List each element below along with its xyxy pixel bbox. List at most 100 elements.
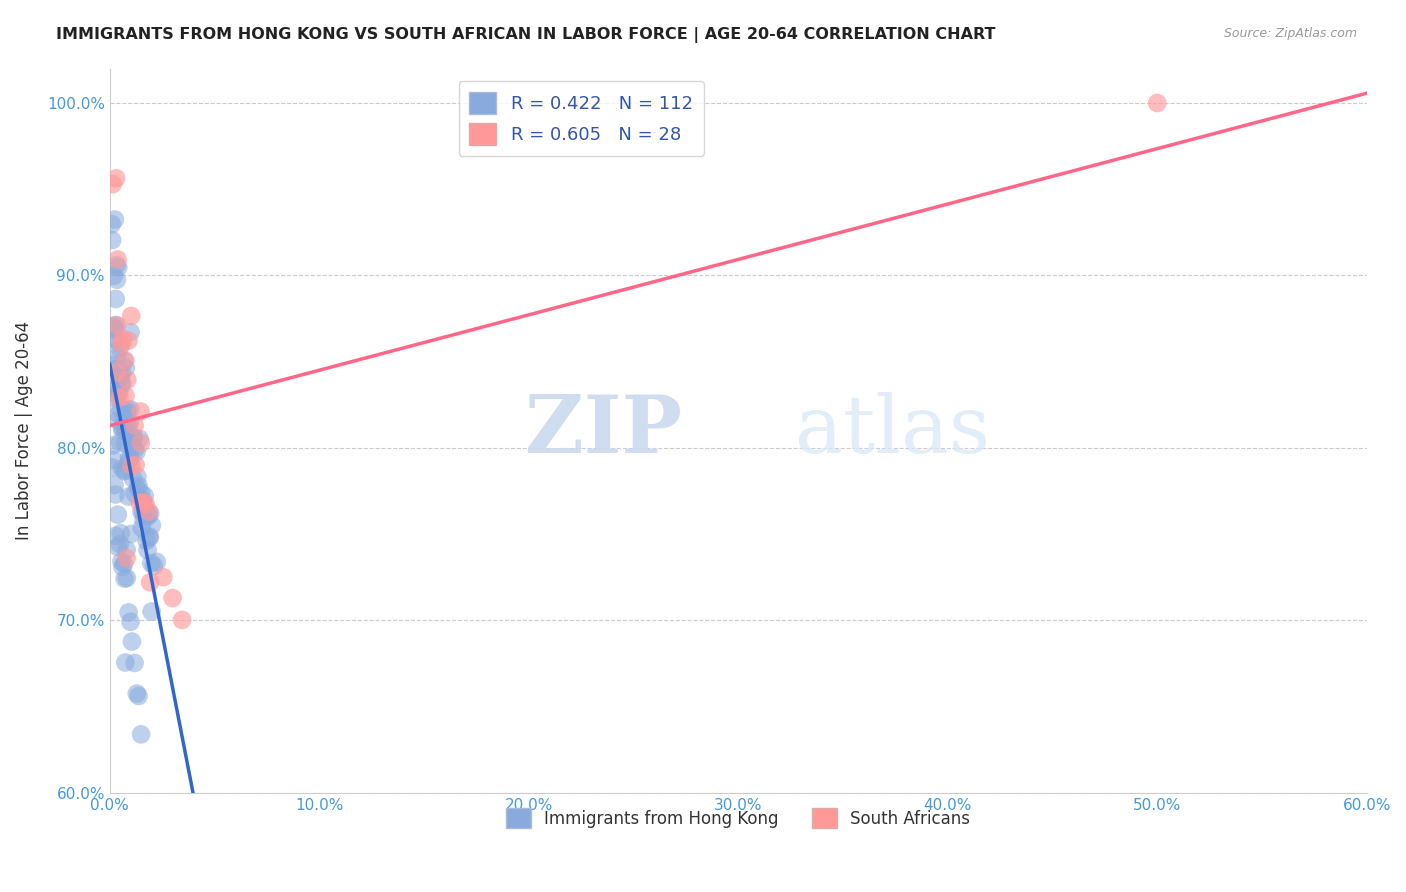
Point [110,554,132,568]
Point [129,485,152,500]
Point [105,318,128,333]
Point [115,551,138,566]
Point [108,336,131,351]
Point [111,461,134,475]
Point [111,376,134,391]
Point [112,354,135,368]
Point [108,537,131,551]
Point [107,408,129,422]
Point [152,570,174,584]
Point [1146,95,1168,110]
Point [107,260,129,275]
Point [115,571,138,585]
Point [146,555,169,569]
Point [118,455,141,469]
Point [118,418,141,433]
Point [124,656,146,670]
Point [120,434,142,448]
Text: Source: ZipAtlas.com: Source: ZipAtlas.com [1223,27,1357,40]
Point [138,505,160,519]
Point [107,540,129,554]
Point [111,423,134,437]
Point [105,171,128,186]
Point [117,490,139,504]
Point [121,440,143,454]
Point [120,402,142,417]
Point [110,337,132,351]
Point [112,411,135,425]
Point [132,495,155,509]
Point [114,425,136,439]
Legend: Immigrants from Hong Kong, South Africans: Immigrants from Hong Kong, South African… [499,801,977,835]
Point [138,531,160,545]
Point [114,436,136,450]
Point [115,361,138,376]
Point [112,557,135,571]
Point [117,606,139,620]
Point [129,436,152,450]
Point [131,521,153,535]
Point [101,358,124,372]
Point [143,559,166,574]
Point [105,333,128,347]
Point [108,391,131,405]
Point [104,391,127,405]
Point [107,252,129,267]
Point [105,351,128,365]
Point [114,404,136,418]
Point [114,572,136,586]
Point [114,464,136,478]
Point [103,383,125,397]
Point [110,369,132,384]
Text: IMMIGRANTS FROM HONG KONG VS SOUTH AFRICAN IN LABOR FORCE | AGE 20-64 CORRELATIO: IMMIGRANTS FROM HONG KONG VS SOUTH AFRIC… [56,27,995,43]
Point [114,656,136,670]
Point [107,508,129,522]
Point [100,217,122,231]
Point [132,505,155,519]
Point [131,505,153,519]
Point [103,452,125,467]
Point [104,487,127,501]
Point [115,417,138,431]
Point [128,689,150,703]
Point [127,469,149,483]
Point [134,489,156,503]
Text: ZIP: ZIP [524,392,682,469]
Point [136,507,159,521]
Point [115,542,138,557]
Point [114,463,136,477]
Point [128,479,150,493]
Point [104,318,127,332]
Point [136,509,159,524]
Point [117,403,139,417]
Point [107,388,129,402]
Point [134,499,156,513]
Point [104,529,127,543]
Point [118,450,141,465]
Y-axis label: In Labor Force | Age 20-64: In Labor Force | Age 20-64 [15,321,32,541]
Point [120,527,142,541]
Point [117,334,139,348]
Point [122,430,145,444]
Point [104,292,127,306]
Point [105,258,128,272]
Point [110,401,132,416]
Point [122,432,145,446]
Point [132,513,155,527]
Point [111,366,134,380]
Point [122,471,145,485]
Point [141,518,163,533]
Point [114,353,136,368]
Point [121,458,143,473]
Point [103,478,125,492]
Point [108,342,131,356]
Point [108,384,131,399]
Point [107,413,129,427]
Point [128,496,150,510]
Point [124,486,146,500]
Point [104,362,127,376]
Point [132,493,155,508]
Point [124,442,146,456]
Point [103,268,125,283]
Point [101,323,124,337]
